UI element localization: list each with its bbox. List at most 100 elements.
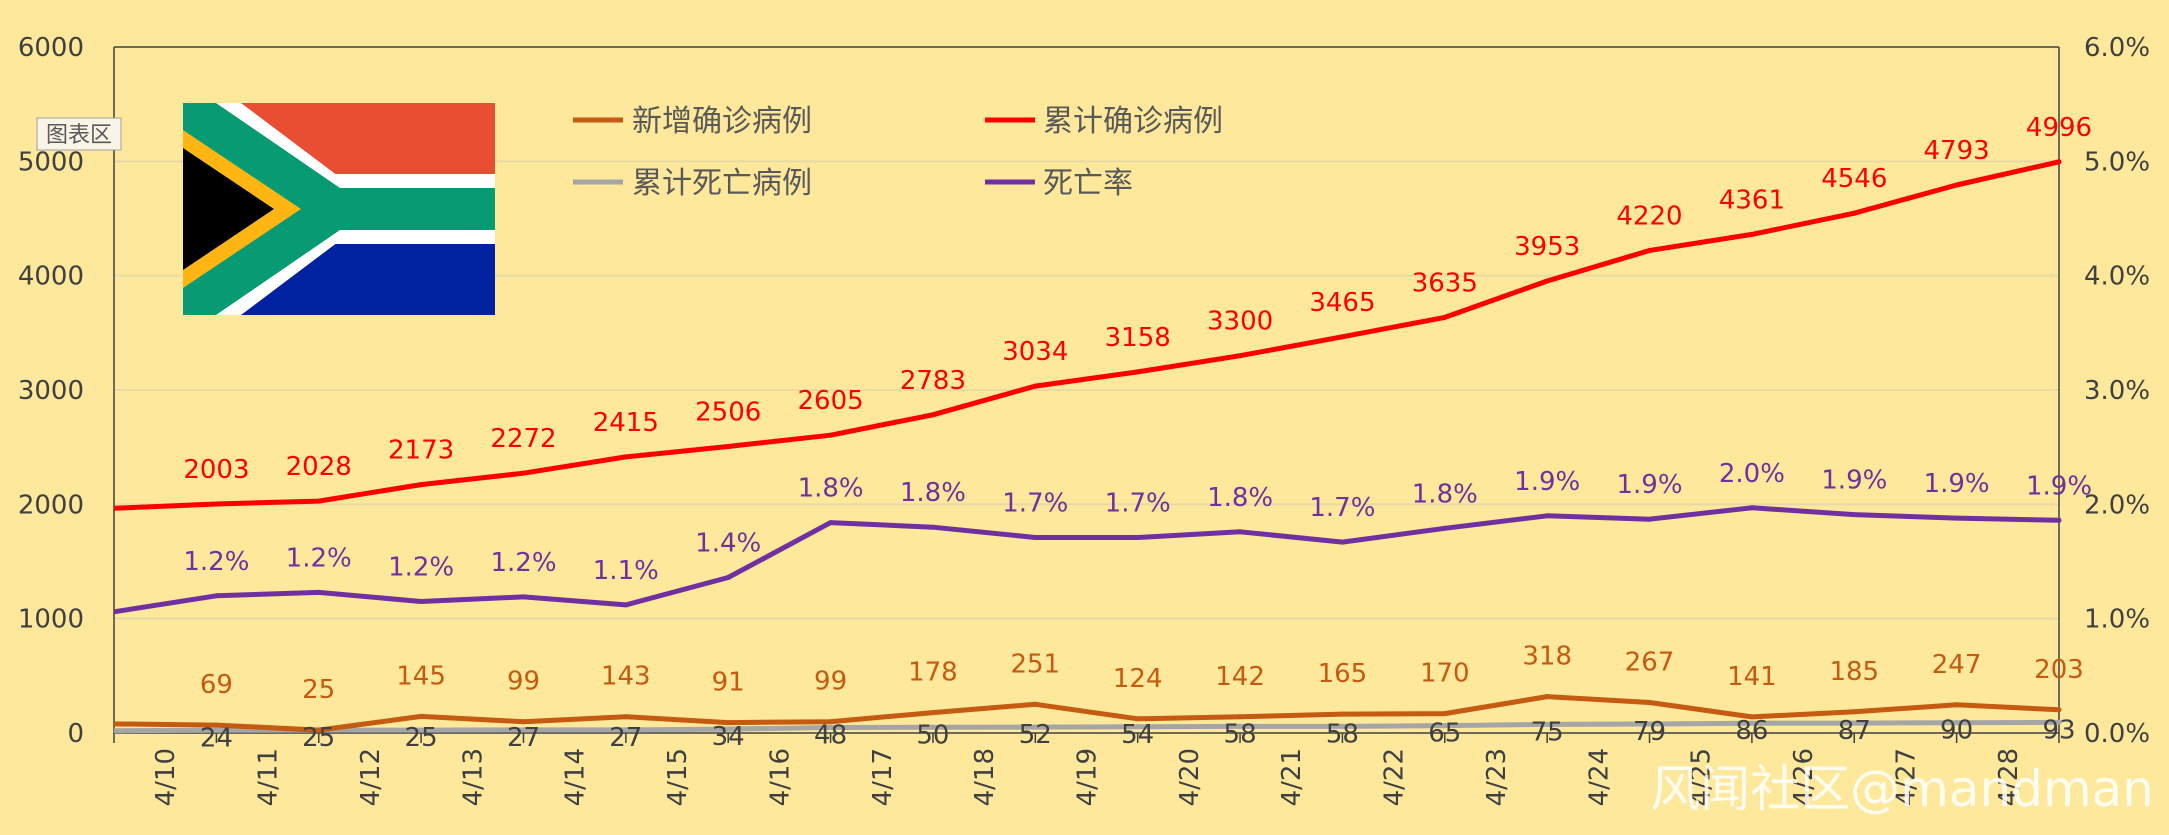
data-label-death-rate: 1.7% (1105, 489, 1171, 519)
point-cumulative-cases (623, 454, 629, 460)
data-label-cumulative-deaths: 86 (1735, 716, 1768, 746)
point-cumulative-deaths (1647, 721, 1652, 727)
data-label-cumulative-cases: 2272 (490, 424, 556, 454)
data-label-cumulative-deaths: 27 (609, 723, 642, 753)
point-new-cases (1237, 714, 1243, 720)
data-label-cumulative-deaths: 24 (200, 723, 233, 753)
data-label-cumulative-deaths: 79 (1633, 717, 1666, 747)
left-tick-label: 3000 (18, 376, 84, 406)
x-tick-label: 4/18 (970, 748, 1000, 806)
data-label-new-cases: 247 (1932, 650, 1982, 680)
x-tick-label: 4/12 (356, 748, 386, 806)
data-label-death-rate: 1.9% (1924, 469, 1990, 499)
x-tick-label: 4/19 (1073, 748, 1103, 806)
data-label-cumulative-cases: 2173 (388, 436, 454, 466)
point-death-rate (1749, 505, 1755, 511)
x-tick-label: 4/27 (1891, 748, 1921, 806)
right-tick-label: 6.0% (2084, 33, 2150, 63)
point-cumulative-cases (1135, 369, 1141, 375)
series-line-new-cases (113, 694, 2060, 733)
data-label-new-cases: 203 (2034, 655, 2084, 685)
data-label-cumulative-cases: 2415 (593, 408, 659, 438)
point-cumulative-cases (725, 444, 731, 449)
data-label-new-cases: 185 (1829, 657, 1879, 687)
point-death-rate (930, 524, 936, 530)
data-label-cumulative-deaths: 25 (302, 723, 335, 753)
data-label-death-rate: 1.9% (2026, 471, 2092, 501)
point-new-cases (1954, 702, 1960, 708)
data-label-cumulative-deaths: 65 (1428, 719, 1461, 749)
data-label-cumulative-cases: 3953 (1514, 232, 1580, 262)
point-new-cases (2056, 707, 2062, 713)
watermark: 风闻社区@mandman (1650, 760, 2154, 818)
point-new-cases (1135, 716, 1141, 722)
data-label-new-cases: 178 (908, 658, 958, 688)
left-tick-label: 6000 (18, 33, 84, 63)
x-axis: 4/10 4/11 4/12 4/13 4/14 4/15 4/16 4/17 4/18 4/19… (113, 732, 2060, 806)
data-label-cumulative-cases: 4546 (1821, 164, 1887, 194)
left-tick-label: 2000 (18, 490, 84, 520)
point-cumulative-deaths (623, 727, 629, 733)
point-new-cases (1647, 700, 1652, 705)
data-label-cumulative-deaths: 54 (1121, 720, 1154, 750)
x-tick-label: 4/28 (1994, 748, 2024, 806)
point-cumulative-deaths (725, 726, 731, 732)
right-tick-label: 0.0% (2084, 719, 2150, 749)
point-death-rate (316, 589, 322, 595)
data-label-death-rate: 1.2% (183, 547, 249, 577)
data-label-death-rate: 2.0% (1719, 459, 1785, 489)
point-death-rate (623, 602, 629, 608)
data-label-cumulative-cases: 2506 (695, 398, 761, 428)
data-label-cumulative-cases: 4220 (1616, 202, 1682, 232)
point-new-cases (1544, 694, 1550, 700)
data-label-new-cases: 318 (1522, 642, 1572, 672)
x-tick-label: 4/17 (868, 748, 898, 806)
data-label-death-rate: 1.2% (388, 553, 454, 583)
x-tick-label: 4/13 (458, 748, 488, 806)
data-label-cumulative-deaths: 58 (1224, 719, 1257, 749)
point-cumulative-deaths (521, 727, 526, 733)
point-death-rate (418, 599, 424, 604)
data-label-death-rate: 1.9% (1514, 467, 1580, 497)
point-death-rate (1032, 535, 1038, 540)
point-cumulative-cases (418, 482, 424, 488)
x-tick-label: 4/25 (1687, 748, 1717, 806)
point-death-rate (1442, 525, 1448, 531)
legend-new-cases: 新增确诊病例 (632, 104, 812, 139)
right-tick-label: 2.0% (2084, 490, 2150, 520)
data-label-cumulative-cases: 2605 (798, 386, 864, 416)
left-axis-ticks: 0 1000 2000 3000 4000 5000 6000 (18, 33, 84, 749)
point-cumulative-cases (1851, 210, 1857, 216)
series-lines (113, 159, 2062, 734)
data-label-cumulative-cases: 4361 (1719, 185, 1785, 215)
data-label-death-rate: 1.2% (490, 548, 556, 578)
point-cumulative-cases (2056, 159, 2062, 165)
data-label-cumulative-deaths: 87 (1838, 716, 1871, 746)
x-tick-label: 4/16 (765, 748, 795, 806)
data-label-new-cases: 124 (1113, 664, 1163, 694)
data-label-cumulative-cases: 3034 (1002, 337, 1068, 367)
point-new-cases (1851, 709, 1857, 715)
legend-cumulative-cases: 累计确诊病例 (1043, 104, 1223, 139)
data-label-death-rate: 1.8% (900, 478, 966, 508)
data-label-new-cases: 69 (200, 670, 233, 700)
point-cumulative-cases (1237, 353, 1243, 359)
point-cumulative-deaths (828, 725, 834, 730)
data-label-cumulative-deaths: 90 (1940, 716, 1973, 746)
point-cumulative-cases (1544, 278, 1550, 284)
point-new-cases (1442, 711, 1448, 717)
point-cumulative-deaths (930, 724, 936, 730)
data-label-death-rate: 1.7% (1309, 493, 1375, 523)
x-tick-label: 4/22 (1380, 748, 1410, 806)
x-tick-label: 4/23 (1482, 748, 1512, 806)
point-cumulative-cases (1954, 182, 1960, 188)
chart-area-chip[interactable]: 图表区 (36, 117, 122, 151)
point-cumulative-cases (1339, 334, 1345, 340)
left-tick-label: 1000 (18, 605, 84, 635)
data-label-cumulative-deaths: 75 (1531, 717, 1564, 747)
point-death-rate (1135, 535, 1141, 540)
data-label-death-rate: 1.8% (1412, 479, 1478, 509)
point-death-rate (1544, 513, 1550, 519)
point-cumulative-cases (930, 412, 936, 418)
point-new-cases (725, 720, 731, 726)
